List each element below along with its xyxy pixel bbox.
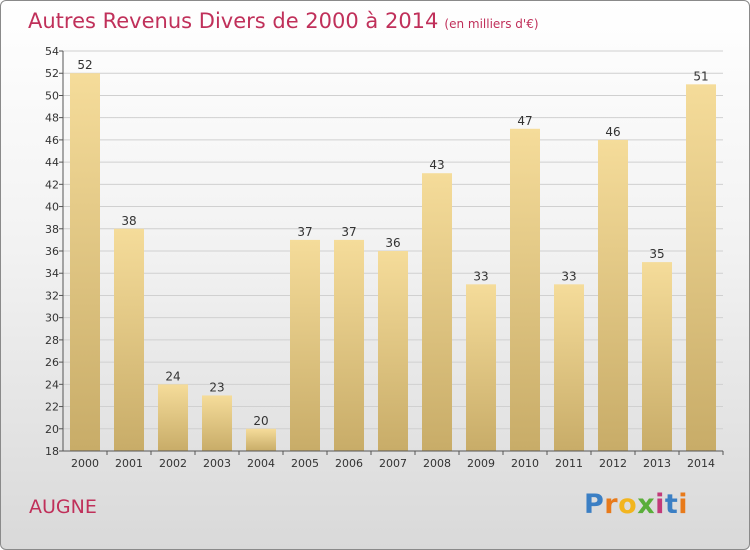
- data-label: 37: [341, 225, 356, 239]
- y-tick-label: 34: [45, 267, 59, 280]
- x-axis-ticks: 2000 2001 2002 2003 2004 2005 2006 2007 2008 2009…: [71, 451, 724, 470]
- data-label: 33: [561, 269, 576, 283]
- y-tick-label: 28: [45, 334, 59, 347]
- proxiti-logo: Proxiti: [584, 489, 689, 520]
- bars: [70, 73, 716, 451]
- y-tick-label: 30: [45, 312, 59, 325]
- bar: [246, 428, 276, 451]
- x-tick-label: 2011: [555, 457, 583, 470]
- x-tick-label: 2007: [379, 457, 407, 470]
- bar: [686, 84, 716, 451]
- x-tick-label: 2010: [511, 457, 539, 470]
- data-label: 23: [209, 380, 224, 394]
- y-tick-label: 36: [45, 245, 59, 258]
- data-labels: 52 38 24 23 20 37 37 36 43 33 47 33 46 35 51: [77, 58, 708, 428]
- data-label: 43: [429, 158, 444, 172]
- y-tick-label: 20: [45, 423, 59, 436]
- x-tick-label: 2013: [643, 457, 671, 470]
- y-tick-label: 18: [45, 445, 59, 458]
- bar: [598, 139, 628, 451]
- bar: [554, 284, 584, 451]
- y-tick-label: 26: [45, 356, 59, 369]
- x-tick-label: 2002: [159, 457, 187, 470]
- chart-title-main: Autres Revenus Divers de 2000 à 2014: [28, 9, 439, 33]
- data-label: 52: [77, 58, 92, 72]
- x-tick-label: 2003: [203, 457, 231, 470]
- y-tick-label: 24: [45, 378, 59, 391]
- y-tick-label: 40: [45, 201, 59, 214]
- y-tick-label: 44: [45, 156, 59, 169]
- y-tick-label: 54: [45, 45, 59, 58]
- bar: [334, 239, 364, 451]
- data-label: 35: [649, 247, 664, 261]
- commune-name: AUGNE: [29, 496, 97, 518]
- y-tick-label: 22: [45, 401, 59, 414]
- data-label: 51: [693, 69, 708, 83]
- bar: [158, 384, 188, 451]
- x-tick-label: 2008: [423, 457, 451, 470]
- data-label: 46: [605, 125, 620, 139]
- data-label: 20: [253, 414, 268, 428]
- bar: [378, 251, 408, 451]
- y-axis-ticks: 18 20 22 24 26 28 30 32 34 36 38 40 42 44 46 48 50 52 54: [45, 45, 63, 458]
- bar: [114, 228, 144, 451]
- y-tick-label: 46: [45, 134, 59, 147]
- bar: [422, 173, 452, 451]
- bar: [510, 128, 540, 451]
- y-tick-label: 38: [45, 223, 59, 236]
- bar: [202, 395, 232, 451]
- chart-title-unit: (en milliers d'€): [444, 17, 539, 31]
- x-tick-label: 2001: [115, 457, 143, 470]
- bar: [466, 284, 496, 451]
- bar: [290, 239, 320, 451]
- data-label: 24: [165, 369, 180, 383]
- bar: [642, 262, 672, 451]
- x-tick-label: 2012: [599, 457, 627, 470]
- y-tick-label: 42: [45, 178, 59, 191]
- x-tick-label: 2009: [467, 457, 495, 470]
- y-tick-label: 32: [45, 289, 59, 302]
- data-label: 37: [297, 225, 312, 239]
- y-tick-label: 50: [45, 89, 59, 102]
- x-tick-label: 2006: [335, 457, 363, 470]
- chart-title: Autres Revenus Divers de 2000 à 2014 (en …: [28, 9, 539, 33]
- y-tick-label: 48: [45, 112, 59, 125]
- data-label: 33: [473, 269, 488, 283]
- x-tick-label: 2000: [71, 457, 99, 470]
- data-label: 38: [121, 214, 136, 228]
- data-label: 47: [517, 114, 532, 128]
- x-tick-label: 2014: [687, 457, 715, 470]
- bar: [70, 73, 100, 451]
- data-label: 36: [385, 236, 400, 250]
- y-tick-label: 52: [45, 67, 59, 80]
- x-tick-label: 2005: [291, 457, 319, 470]
- x-tick-label: 2004: [247, 457, 275, 470]
